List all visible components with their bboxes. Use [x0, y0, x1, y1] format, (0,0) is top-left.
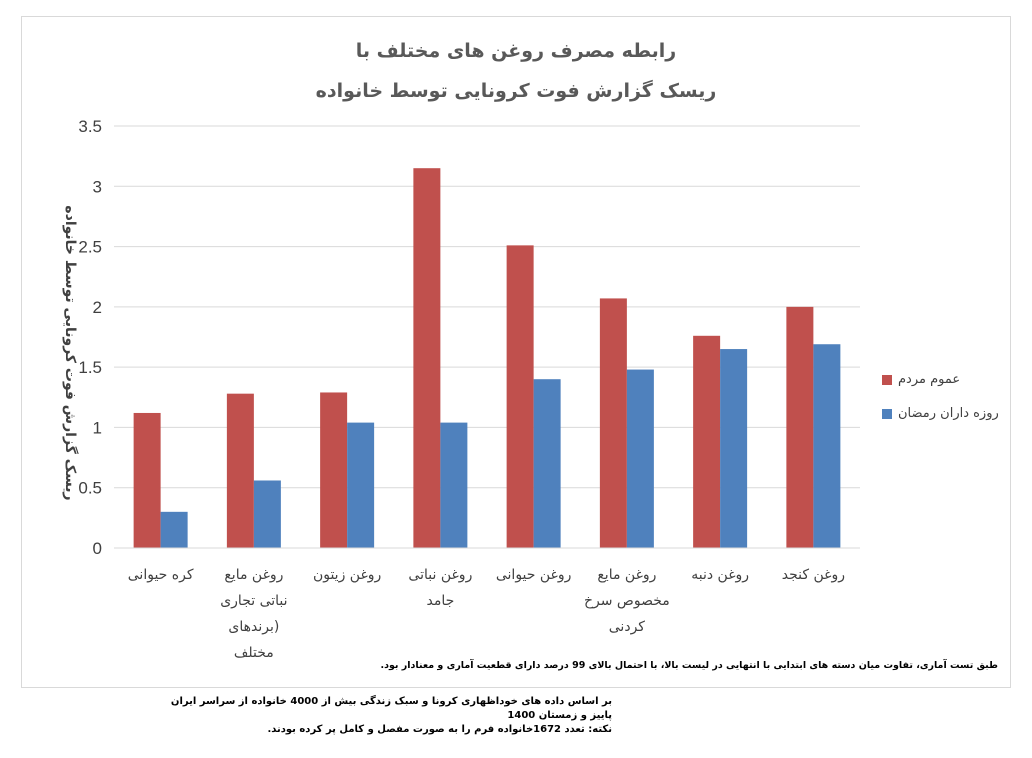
x-tick-label: روغن مایع مخصوص سرخ کردنی — [581, 562, 673, 640]
legend-label: عموم مردم — [898, 372, 961, 387]
y-tick-label: 1 — [93, 418, 102, 437]
bar-general-public — [599, 298, 627, 548]
y-tick-label: 3.5 — [78, 117, 102, 136]
y-tick-label: 0 — [93, 539, 102, 558]
x-tick-label: روغن حیوانی — [488, 562, 580, 588]
x-tick-label: روغن کنجد — [767, 562, 859, 588]
bar-ramadan-fasters — [440, 422, 468, 548]
y-axis-label: ریسک گزارش فوت کرونایی توسط خانواده — [62, 205, 78, 501]
x-tick-label-line: مختلف — [233, 645, 274, 661]
y-tick-label: 3 — [93, 177, 102, 196]
x-tick-label: روغن زیتون — [301, 562, 393, 588]
x-tick-label-line: روغن حیوانی — [495, 567, 572, 583]
x-tick-label-line: روغن مایع — [597, 567, 657, 583]
x-tick-label: روغن مایع نباتی تجاری (برندهای مختلف — [208, 562, 300, 666]
x-tick-label: کره حیوانی — [115, 562, 207, 588]
legend-swatch-red — [882, 374, 892, 385]
legend-label: روزه داران رمضان — [898, 406, 999, 421]
footnote-line-1: بر اساس داده های خوداظهاری کرونا و سبک ز… — [170, 696, 612, 707]
legend-swatch-blue — [882, 408, 892, 419]
footnote-line-2: پاییز و زمستان 1400 — [507, 710, 612, 721]
x-tick-label-line: (برندهای — [228, 619, 280, 635]
chart-title-line-2: ریسک گزارش فوت کرونایی توسط خانواده — [315, 80, 717, 102]
bar-general-public — [413, 168, 441, 548]
bar-ramadan-fasters — [347, 422, 375, 548]
x-tick-label: روغن دنبه — [674, 562, 766, 588]
y-tick-label: 2 — [93, 298, 102, 317]
bar-ramadan-fasters — [160, 511, 188, 548]
bar-ramadan-fasters — [813, 344, 841, 548]
bar-general-public — [693, 335, 721, 548]
y-tick-label: 2.5 — [78, 238, 102, 257]
bar-ramadan-fasters — [253, 480, 281, 548]
bar-general-public — [320, 392, 348, 548]
legend-item-ramadan-fasters: روزه داران رمضان — [882, 406, 999, 421]
bar-ramadan-fasters — [626, 369, 654, 548]
y-tick-label: 0.5 — [78, 479, 102, 498]
x-tick-label-line: جامد — [426, 593, 455, 609]
x-tick-label-line: کره حیوانی — [127, 567, 194, 583]
bar-general-public — [506, 245, 534, 548]
plot-area: 0 0.5 1 1.5 2 2.5 3 3.5 — [78, 117, 860, 558]
footnote-line-3: نکته: تعدد 1672خانواده فرم را به صورت مف… — [267, 724, 612, 735]
legend-item-general-public: عموم مردم — [882, 372, 960, 387]
chart-note: طبق تست آماری، تفاوت میان دسته های ابتدا… — [380, 660, 998, 671]
x-tick-label-line: مخصوص سرخ — [583, 593, 670, 609]
x-tick-label-line: روغن مایع — [224, 567, 284, 583]
bar-ramadan-fasters — [533, 379, 561, 548]
x-tick-label: روغن نباتی جامد — [394, 562, 486, 614]
chart-title-line-1: رابطه مصرف روغن های مختلف با — [355, 40, 677, 62]
bar-general-public — [226, 393, 254, 548]
chart-frame: رابطه مصرف روغن های مختلف با ریسک گزارش … — [21, 16, 1011, 688]
x-tick-label-line: نباتی تجاری — [220, 593, 288, 609]
y-tick-label: 1.5 — [78, 358, 102, 377]
x-tick-label-line: روغن کنجد — [781, 567, 845, 583]
bar-general-public — [133, 412, 161, 548]
bar-ramadan-fasters — [720, 349, 748, 548]
chart-title: رابطه مصرف روغن های مختلف با ریسک گزارش … — [22, 31, 1010, 111]
x-tick-label-line: روغن زیتون — [312, 567, 382, 583]
x-tick-label-line: روغن نباتی — [408, 567, 473, 583]
x-tick-label-line: کردنی — [608, 619, 645, 635]
x-tick-label-line: روغن دنبه — [691, 567, 750, 583]
bar-general-public — [786, 306, 814, 548]
footnotes: بر اساس داده های خوداظهاری کرونا و سبک ز… — [171, 695, 612, 737]
